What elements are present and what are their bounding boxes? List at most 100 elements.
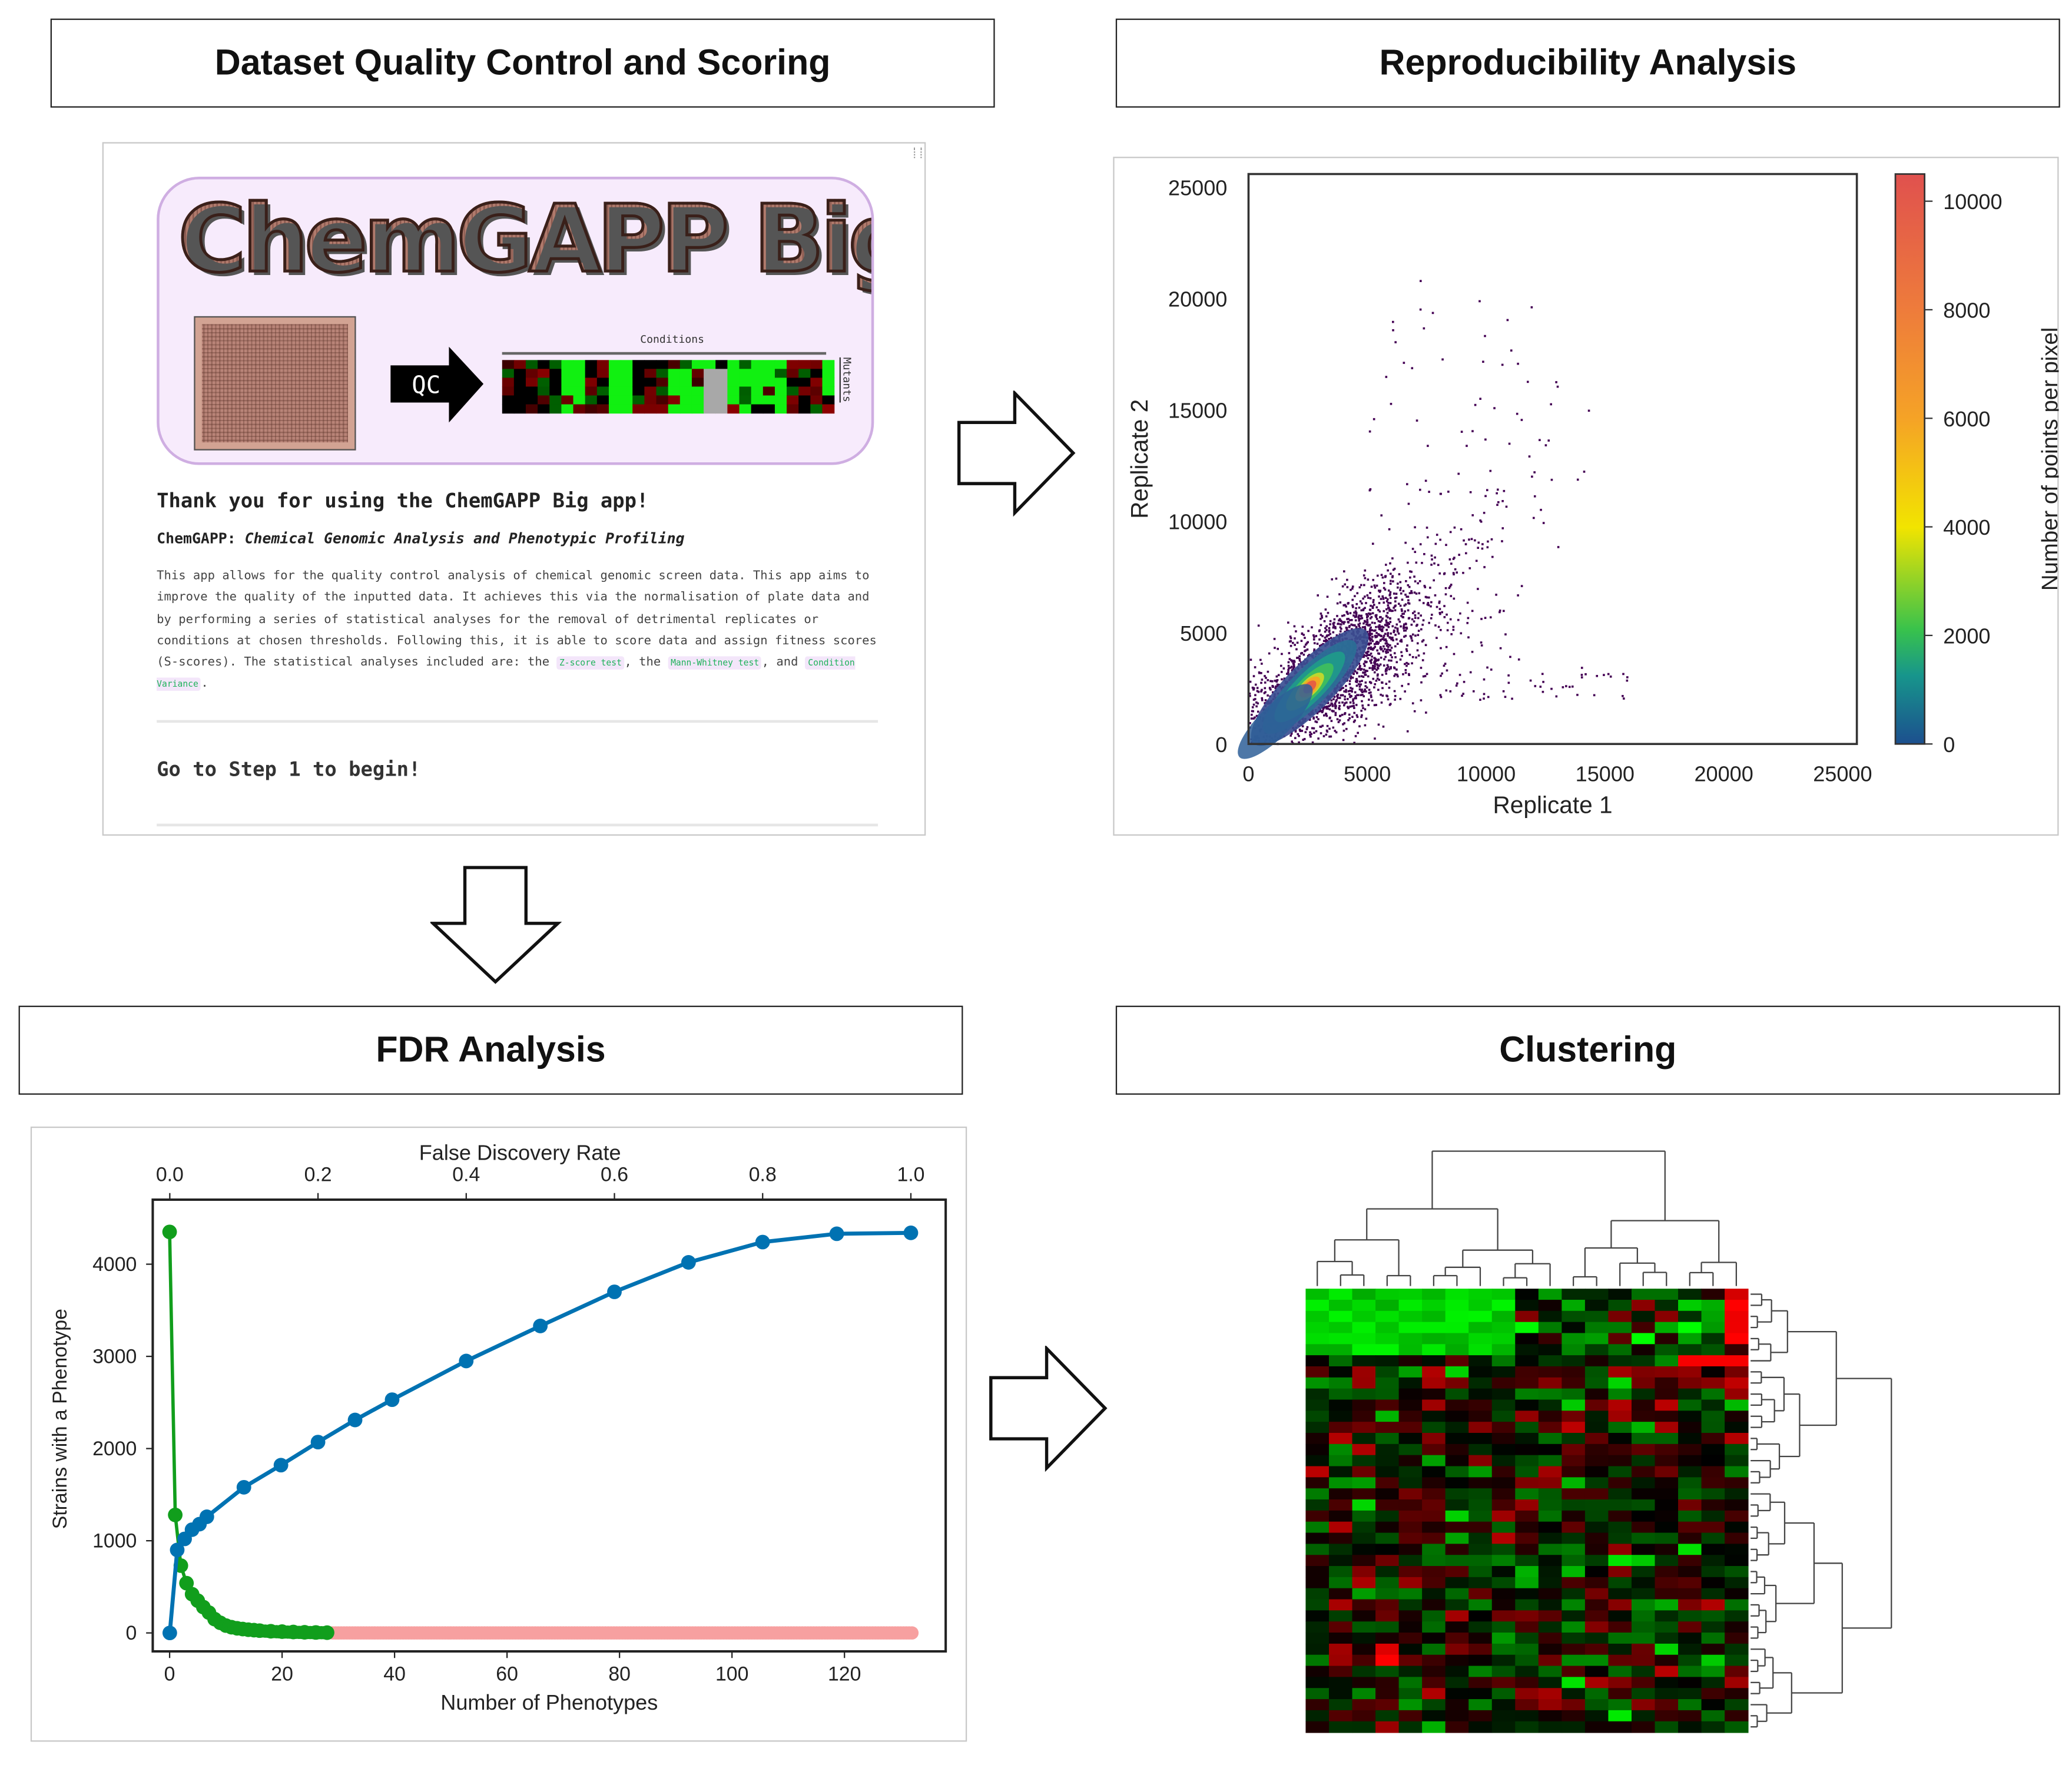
scatter-point (1468, 538, 1470, 541)
heatmap-cell (1584, 1699, 1609, 1711)
y-tick-label: 2000 (92, 1438, 137, 1460)
scatter-point (1377, 673, 1379, 676)
heatmap-cell (1445, 1677, 1470, 1689)
z-score-test-link[interactable]: Z-score test (556, 656, 625, 670)
scatter-point (1401, 684, 1403, 687)
heatmap-cell (1538, 1588, 1563, 1600)
scatter-point (1412, 612, 1414, 614)
scatter-point (1342, 623, 1345, 625)
scatter-point (1431, 614, 1433, 616)
heatmap-cell (1608, 1333, 1632, 1345)
heatmap-cell (1328, 1477, 1353, 1489)
heatmap-cell (1491, 1455, 1516, 1467)
scatter-point (1377, 641, 1380, 644)
scatter-point (1338, 593, 1341, 595)
scatter-point (1449, 585, 1451, 588)
mini-heatmap-cell (538, 360, 550, 370)
scatter-point (1366, 670, 1368, 673)
heatmap-cell (1538, 1310, 1563, 1323)
scatter-point (1397, 602, 1400, 605)
colorbar-tick-label: 0 (1943, 733, 1955, 757)
scatter-point (1322, 735, 1325, 737)
scatter-point (1568, 686, 1571, 688)
heatmap-cell (1562, 1532, 1586, 1545)
mini-heatmap-cell (739, 378, 752, 388)
scatter-point (1289, 640, 1292, 643)
scatter-point (1387, 633, 1389, 635)
scatter-point (1531, 475, 1533, 478)
heatmap-cell (1631, 1477, 1656, 1489)
scatter-point (1358, 680, 1361, 683)
heatmap-cell (1352, 1432, 1376, 1445)
mann-whitney-test-link[interactable]: Mann-Whitney test (668, 656, 762, 670)
heatmap-cell (1701, 1289, 1725, 1300)
scatter-point (1436, 637, 1438, 639)
scatter-point (1387, 643, 1390, 646)
scatter-point (1364, 681, 1367, 684)
scatter-point (1362, 597, 1364, 600)
fdr-point (755, 1234, 770, 1250)
heatmap-cell (1445, 1577, 1470, 1589)
scatter-point (1331, 703, 1333, 705)
heatmap-cell (1305, 1688, 1330, 1700)
scatter-point (1370, 616, 1373, 618)
heatmap-cell (1631, 1377, 1656, 1389)
mini-heatmap-cell (739, 369, 752, 379)
scatter-point (1300, 640, 1303, 643)
heatmap-cell (1398, 1610, 1423, 1623)
heatmap-cell (1305, 1466, 1330, 1478)
scatter-point (1481, 543, 1484, 545)
heatmap-cell (1701, 1366, 1725, 1378)
heatmap-cell (1491, 1422, 1516, 1433)
scatter-point (1411, 548, 1414, 550)
scatter-point (1321, 635, 1324, 637)
scatter-point (1387, 651, 1390, 654)
heatmap-cell (1562, 1654, 1586, 1667)
scatter-point (1381, 576, 1384, 579)
scatter-point (1370, 585, 1373, 588)
heatmap-cell (1445, 1710, 1470, 1722)
scatter-point (1335, 577, 1338, 580)
phenotype-line (168, 1231, 327, 1635)
scatter-point (1263, 692, 1266, 694)
heatmap-cell (1655, 1322, 1679, 1334)
heatmap-cell (1678, 1710, 1702, 1722)
scatter-point (1453, 597, 1456, 600)
heatmap-cell (1328, 1521, 1353, 1534)
scatter-point (1351, 604, 1354, 607)
scatter-point (1459, 612, 1461, 615)
heatmap-cell (1328, 1333, 1353, 1345)
heatmap-cell (1468, 1643, 1493, 1656)
scroll-handle-icon[interactable] (913, 147, 922, 158)
scatter-point (1550, 478, 1553, 481)
scatter-point (1345, 690, 1347, 693)
scatter-point (1355, 678, 1358, 680)
scatter-point (1326, 595, 1329, 598)
heatmap-cell (1352, 1289, 1376, 1300)
scatter-point (1351, 676, 1354, 679)
scatter-point (1280, 671, 1283, 673)
scatter-point (1362, 690, 1365, 693)
heatmap-cell (1631, 1466, 1656, 1478)
scatter-point (1406, 730, 1409, 733)
scatter-point (1367, 612, 1370, 615)
scatter-point (1397, 582, 1399, 585)
scatter-point (1329, 633, 1331, 635)
scatter-point (1362, 707, 1364, 710)
heatmap-cell (1491, 1488, 1516, 1500)
heatmap-cell (1678, 1688, 1702, 1700)
scatter-point (1318, 630, 1321, 633)
scatter-point (1411, 662, 1413, 665)
heatmap-cell (1678, 1643, 1702, 1656)
mini-heatmap-cell (691, 369, 704, 379)
scatter-point (1278, 684, 1280, 686)
heatmap-cell (1584, 1721, 1609, 1733)
scatter-point (1415, 419, 1418, 422)
scatter-point (1390, 654, 1392, 657)
scatter-point (1260, 672, 1262, 674)
heatmap-cell (1562, 1699, 1586, 1711)
scatter-point (1405, 595, 1408, 598)
scatter-point (1400, 615, 1403, 617)
heatmap-cell (1515, 1654, 1539, 1667)
heatmap-cell (1725, 1521, 1749, 1534)
